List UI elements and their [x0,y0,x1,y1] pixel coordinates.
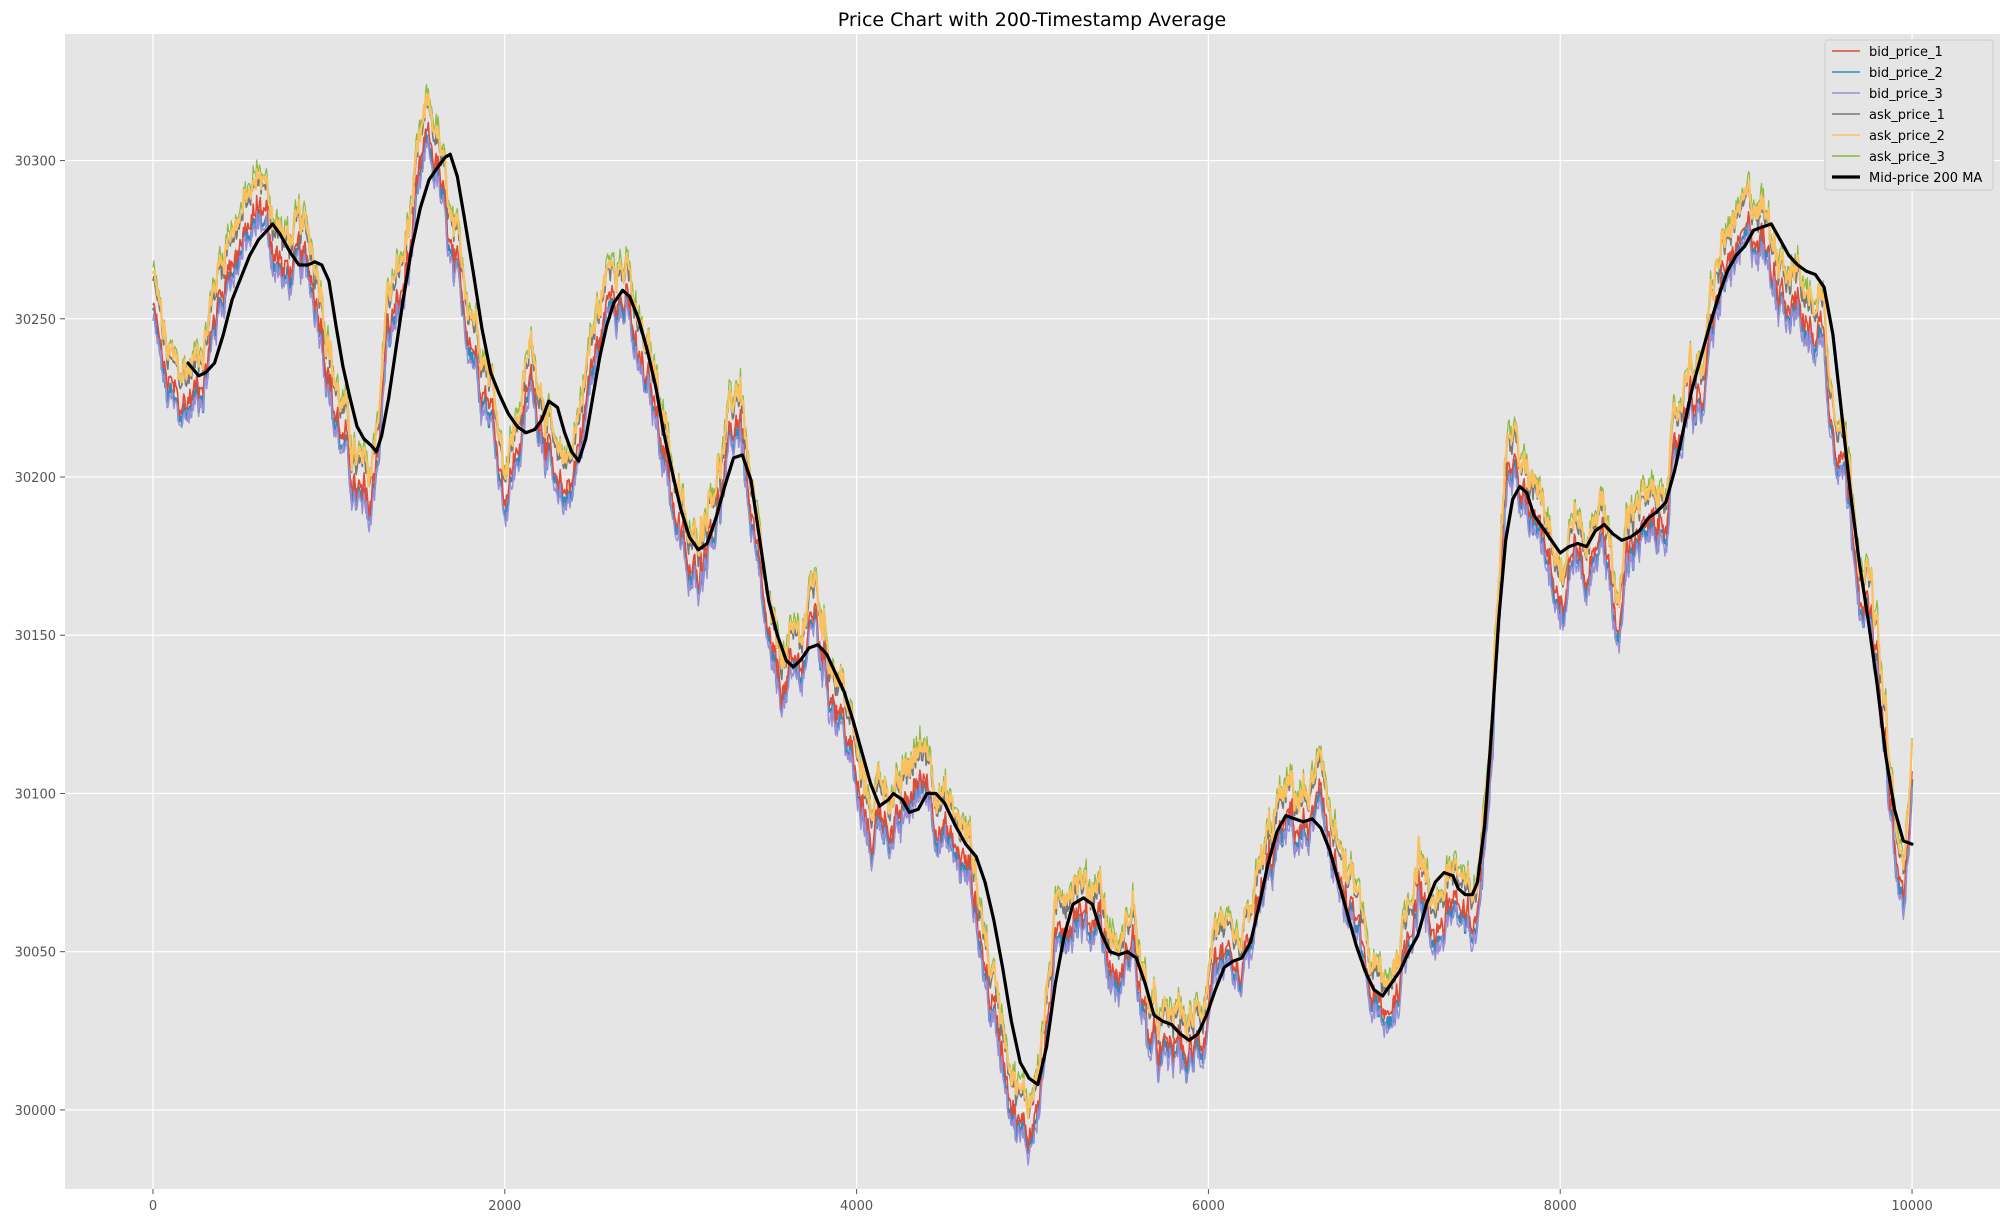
legend-label: bid_price_3 [1869,87,1943,102]
y-tick-label: 30300 [15,155,56,170]
x-tick-label: 2000 [488,1199,521,1214]
series-line-ask-price-2 [151,92,1914,1120]
legend-label: ask_price_1 [1869,108,1945,123]
legend-label: ask_price_3 [1869,150,1945,165]
legend-items: bid_price_1 bid_price_2 bid_price_3 ask_pri… [1832,45,1982,186]
y-tick-label: 30200 [15,471,56,486]
x-tick-label: 8000 [1544,1199,1577,1214]
x-tick-label: 4000 [840,1199,873,1214]
y-tick-label: 30050 [15,946,56,961]
legend: bid_price_1 bid_price_2 bid_price_3 ask_pri… [1824,39,1994,191]
x-tick-label: 6000 [1192,1199,1225,1214]
legend-box [1824,39,1994,191]
x-tick-label: 0 [149,1199,157,1214]
legend-label: bid_price_2 [1869,66,1943,81]
grid-lines [65,34,2000,1189]
x-tick-label: 10000 [1891,1199,1932,1214]
y-axis-ticks: 30000 30050 30100 30150 30200 30250 30300 [15,155,65,1119]
y-tick-label: 30250 [15,313,56,328]
legend-label: ask_price_2 [1869,129,1945,144]
legend-label: Mid-price 200 MA [1869,171,1982,186]
series-line-bid-price-3 [152,135,1913,1166]
y-tick-label: 30100 [15,787,56,802]
y-tick-label: 30000 [15,1104,56,1119]
series-line-bid-price-1 [152,121,1913,1151]
chart-title: Price Chart with 200-Timestamp Average [838,9,1227,31]
moving-average-layer [186,152,1914,1087]
legend-label: bid_price_1 [1869,45,1943,60]
x-axis-ticks: 0 2000 4000 6000 8000 10000 [149,1189,1933,1214]
y-tick-label: 30150 [15,629,56,644]
series-lines [151,84,1914,1166]
plot-area [65,34,2000,1189]
series-line-mid-price-200-ma [186,152,1914,1087]
